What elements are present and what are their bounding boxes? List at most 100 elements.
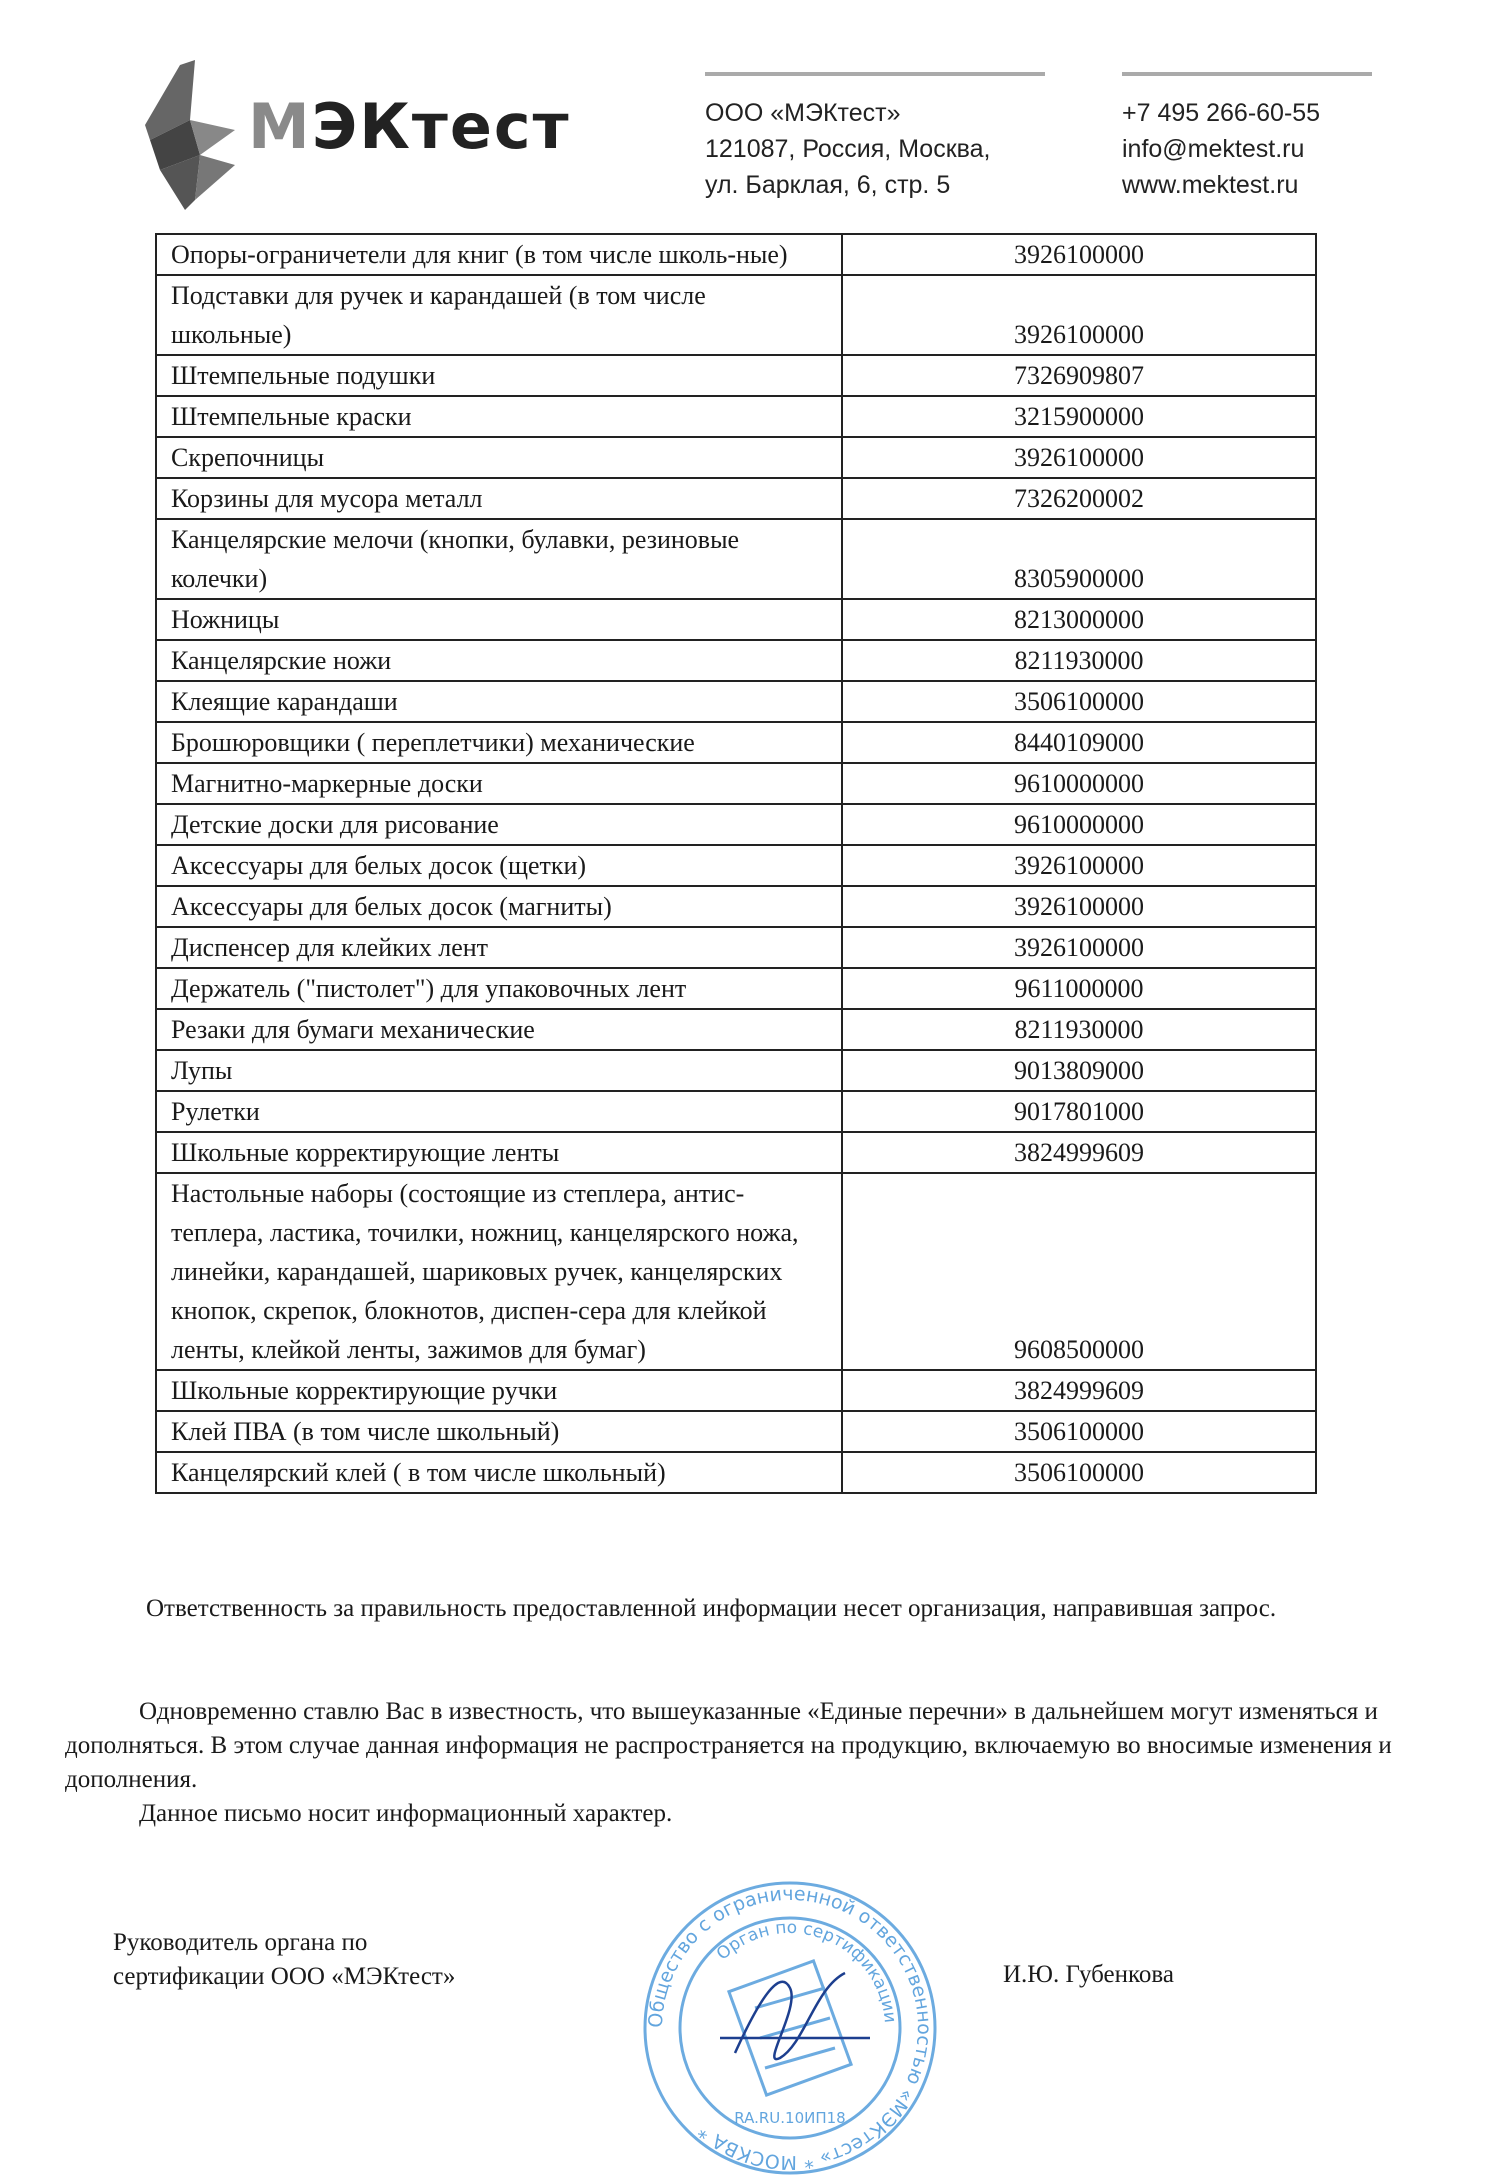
paragraph-notice: Одновременно ставлю Вас в известность, ч… xyxy=(65,1698,1392,1793)
company-contacts: +7 495 266-60-55 info@mektest.ru www.mek… xyxy=(1122,95,1320,203)
tnved-code: 3926100000 xyxy=(841,926,1317,969)
table-row: Штемпельные краски 3215900000 xyxy=(155,395,1317,438)
tnved-code: 9608500000 xyxy=(841,1172,1317,1371)
table-row: Опоры-ограничетели для книг (в том числе… xyxy=(155,233,1317,276)
product-name: Клеящие карандаши xyxy=(155,680,843,723)
product-name: Аксессуары для белых досок (щетки) xyxy=(155,844,843,887)
product-name: Лупы xyxy=(155,1049,843,1092)
tnved-code: 9610000000 xyxy=(841,762,1317,805)
product-name: Детские доски для рисование xyxy=(155,803,843,846)
tnved-code: 3215900000 xyxy=(841,395,1317,438)
product-name: Опоры-ограничетели для книг (в том числе… xyxy=(155,233,843,276)
product-name: Скрепочницы xyxy=(155,436,843,479)
product-name: Рулетки xyxy=(155,1090,843,1133)
table-row: Подставки для ручек и карандашей (в том … xyxy=(155,274,1317,356)
product-name: Корзины для мусора металл xyxy=(155,477,843,520)
table-row: Брошюровщики ( переплетчики) механически… xyxy=(155,721,1317,764)
table-row: Держатель ("пистолет") для упаковочных л… xyxy=(155,967,1317,1010)
table-row: Штемпельные подушки 7326909807 xyxy=(155,354,1317,397)
table-row: Резаки для бумаги механические 8211930000 xyxy=(155,1008,1317,1051)
tnved-code: 3926100000 xyxy=(841,885,1317,928)
product-name: Канцелярские мелочи (кнопки, булавки, ре… xyxy=(155,518,843,600)
table-row: Школьные корректирующие ленты 3824999609 xyxy=(155,1131,1317,1174)
product-name: Брошюровщики ( переплетчики) механически… xyxy=(155,721,843,764)
tnved-code: 3824999609 xyxy=(841,1369,1317,1412)
signatory-name: И.Ю. Губенкова xyxy=(1003,1961,1174,1988)
website-link[interactable]: www.mektest.ru xyxy=(1122,171,1299,199)
product-name: Диспенсер для клейких лент xyxy=(155,926,843,969)
handwritten-signature xyxy=(720,1971,870,2061)
product-name: Канцелярский клей ( в том числе школьный… xyxy=(155,1451,843,1494)
table-row: Клей ПВА (в том числе школьный) 350610000… xyxy=(155,1410,1317,1453)
product-name: Ножницы xyxy=(155,598,843,641)
company-name: ООО «МЭКтест» xyxy=(705,99,901,127)
table-row: Канцелярские мелочи (кнопки, булавки, ре… xyxy=(155,518,1317,600)
product-name: Держатель ("пистолет") для упаковочных л… xyxy=(155,967,843,1010)
address-line: ул. Барклая, 6, стр. 5 xyxy=(705,171,951,199)
tnved-code: 9017801000 xyxy=(841,1090,1317,1133)
product-name: Штемпельные краски xyxy=(155,395,843,438)
tnved-code: 3506100000 xyxy=(841,1410,1317,1453)
table-row: Клеящие карандаши 3506100000 xyxy=(155,680,1317,723)
tnved-code: 3926100000 xyxy=(841,233,1317,276)
product-name: Штемпельные подушки xyxy=(155,354,843,397)
product-name: Резаки для бумаги механические xyxy=(155,1008,843,1051)
stamp-code: RA.RU.10ИП18 xyxy=(734,2109,845,2127)
table-row: Рулетки 9017801000 xyxy=(155,1090,1317,1133)
table-row: Диспенсер для клейких лент 3926100000 xyxy=(155,926,1317,969)
logo-text: МЭКтест xyxy=(248,90,571,163)
tnved-code: 9013809000 xyxy=(841,1049,1317,1092)
product-name: Клей ПВА (в том числе школьный) xyxy=(155,1410,843,1453)
table-row: Магнитно-маркерные доски 9610000000 xyxy=(155,762,1317,805)
table-row: Школьные корректирующие ручки 3824999609 xyxy=(155,1369,1317,1412)
company-address: ООО «МЭКтест» 121087, Россия, Москва, ул… xyxy=(705,95,991,203)
address-line: 121087, Россия, Москва, xyxy=(705,135,991,163)
paragraph-info: Данное письмо носит информационный харак… xyxy=(139,1800,673,1827)
tnved-code: 3926100000 xyxy=(841,844,1317,887)
phone: +7 495 266-60-55 xyxy=(1122,99,1321,127)
product-name: Подставки для ручек и карандашей (в том … xyxy=(155,274,843,356)
tnved-code: 8213000000 xyxy=(841,598,1317,641)
product-name: Магнитно-маркерные доски xyxy=(155,762,843,805)
position-line: Руководитель органа по xyxy=(113,1929,368,1956)
tnved-code: 9611000000 xyxy=(841,967,1317,1010)
tnved-code: 3824999609 xyxy=(841,1131,1317,1174)
table-row: Аксессуары для белых досок (щетки) 392610… xyxy=(155,844,1317,887)
paragraph-responsibility: Ответственность за правильность предоста… xyxy=(146,1595,1277,1622)
tnved-code: 7326909807 xyxy=(841,354,1317,397)
product-name: Аксессуары для белых досок (магниты) xyxy=(155,885,843,928)
product-name: Канцелярские ножи xyxy=(155,639,843,682)
tnved-code: 3506100000 xyxy=(841,680,1317,723)
email-link[interactable]: info@mektest.ru xyxy=(1122,135,1305,163)
logo-mark-icon xyxy=(145,60,235,210)
table-row: Ножницы 8213000000 xyxy=(155,598,1317,641)
tnved-code: 8211930000 xyxy=(841,639,1317,682)
position-line: сертификации ООО «МЭКтест» xyxy=(113,1963,456,1990)
table-row: Аксессуары для белых досок (магниты) 3926… xyxy=(155,885,1317,928)
table-row: Корзины для мусора металл 7326200002 xyxy=(155,477,1317,520)
product-name: Настольные наборы (состоящие из степлера… xyxy=(155,1172,843,1371)
tnved-code: 7326200002 xyxy=(841,477,1317,520)
product-codes-table: Опоры-ограничетели для книг (в том числе… xyxy=(155,233,1317,1494)
company-logo: МЭКтест xyxy=(140,60,580,210)
table-row: Детские доски для рисование 9610000000 xyxy=(155,803,1317,846)
table-row: Скрепочницы 3926100000 xyxy=(155,436,1317,479)
signatory-position: Руководитель органа по сертификации ООО … xyxy=(113,1926,455,1994)
table-row: Канцелярский клей ( в том числе школьный… xyxy=(155,1451,1317,1494)
header-divider xyxy=(705,72,1045,76)
tnved-code: 8305900000 xyxy=(841,518,1317,600)
tnved-code: 3506100000 xyxy=(841,1451,1317,1494)
official-stamp: Общество с ограниченной ответственностью… xyxy=(640,1878,940,2178)
table-row: Настольные наборы (состоящие из степлера… xyxy=(155,1172,1317,1371)
table-row: Канцелярские ножи 8211930000 xyxy=(155,639,1317,682)
tnved-code: 8440109000 xyxy=(841,721,1317,764)
tnved-code: 8211930000 xyxy=(841,1008,1317,1051)
tnved-code: 3926100000 xyxy=(841,274,1317,356)
tnved-code: 3926100000 xyxy=(841,436,1317,479)
header-divider xyxy=(1122,72,1372,76)
stamp-seal-icon: Общество с ограниченной ответственностью… xyxy=(643,1881,937,2175)
table-row: Лупы 9013809000 xyxy=(155,1049,1317,1092)
product-name: Школьные корректирующие ручки xyxy=(155,1369,843,1412)
product-name: Школьные корректирующие ленты xyxy=(155,1131,843,1174)
tnved-code: 9610000000 xyxy=(841,803,1317,846)
